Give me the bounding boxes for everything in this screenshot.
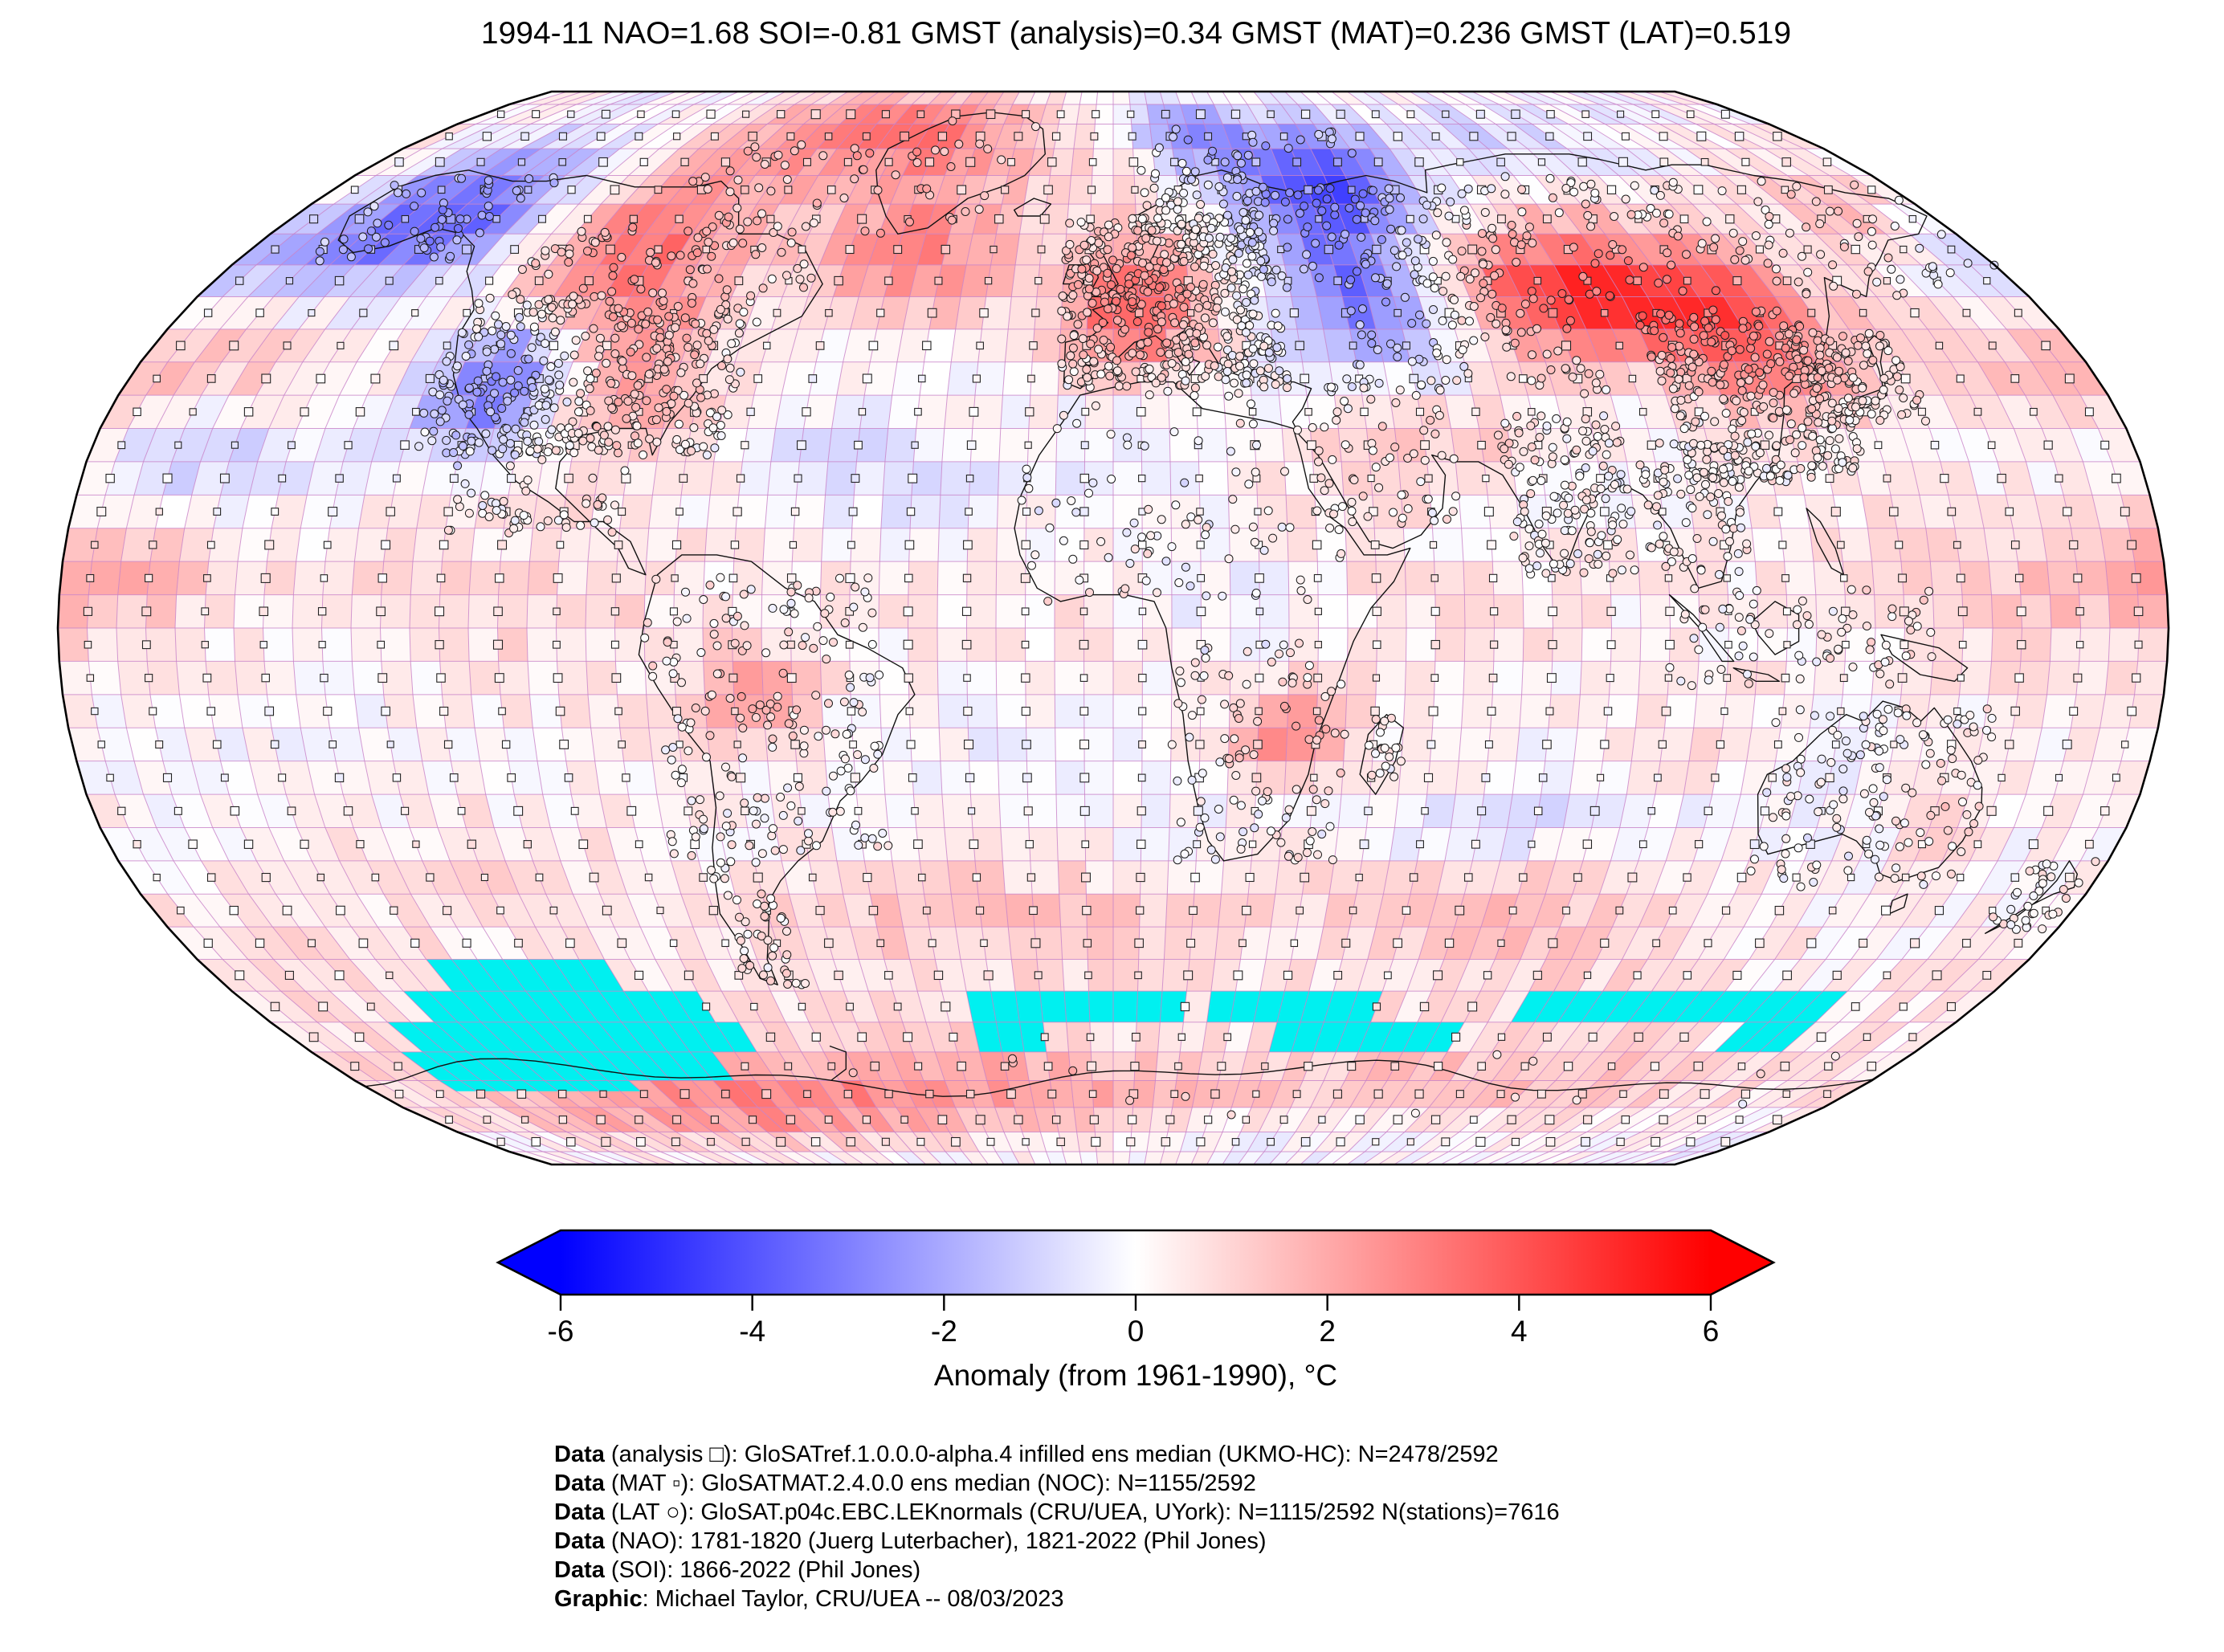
colorbar-label: Anomaly (from 1961-1990), °C bbox=[933, 1359, 1338, 1392]
footer-line-graphic: Graphic: Michael Taylor, CRU/UEA -- 08/0… bbox=[554, 1585, 1560, 1613]
footer-line-key: Data bbox=[554, 1470, 605, 1496]
footer-line-key: Graphic bbox=[554, 1586, 643, 1612]
data-attribution-block: Data (analysis □): GloSATref.1.0.0.0-alp… bbox=[554, 1440, 1560, 1613]
lat-station-markers-layer bbox=[315, 116, 2100, 1120]
colorbar-tick-label: -4 bbox=[739, 1315, 765, 1348]
colorbar-tick-label: 2 bbox=[1319, 1315, 1336, 1348]
colorbar-tick-label: 6 bbox=[1703, 1315, 1720, 1348]
footer-line-text: (SOI): 1866-2022 (Phil Jones) bbox=[604, 1557, 921, 1583]
footer-line-nao: Data (NAO): 1781-1820 (Juerg Luterbacher… bbox=[554, 1527, 1560, 1556]
footer-line-text: (LAT ○): GloSAT.p04c.EBC.LEKnormals (CRU… bbox=[604, 1499, 1560, 1525]
colorbar-tick-label: -2 bbox=[931, 1315, 957, 1348]
colorbar-tick-label: 0 bbox=[1128, 1315, 1145, 1348]
footer-line-soi: Data (SOI): 1866-2022 (Phil Jones) bbox=[554, 1556, 1560, 1585]
footer-line-text: (analysis □): GloSATref.1.0.0.0-alpha.4 … bbox=[604, 1442, 1499, 1467]
footer-line-text: (MAT ▫): GloSATMAT.2.4.0.0 ens median (N… bbox=[604, 1470, 1256, 1496]
footer-line-lat: Data (LAT ○): GloSAT.p04c.EBC.LEKnormals… bbox=[554, 1498, 1560, 1527]
colorbar-tick-label: 4 bbox=[1511, 1315, 1528, 1348]
footer-line-mat: Data (MAT ▫): GloSATMAT.2.4.0.0 ens medi… bbox=[554, 1469, 1560, 1498]
page-title: 1994-11 NAO=1.68 SOI=-0.81 GMST (analysi… bbox=[480, 16, 1792, 51]
footer-line-text: (NAO): 1781-1820 (Juerg Luterbacher), 18… bbox=[604, 1528, 1267, 1554]
colorbar-ticks: -6 -4 -2 0 2 4 6 bbox=[548, 1295, 1720, 1348]
footer-line-key: Data bbox=[554, 1528, 605, 1554]
colorbar-tick-label: -6 bbox=[548, 1315, 574, 1348]
footer-line-key: Data bbox=[554, 1499, 605, 1525]
footer-line-key: Data bbox=[554, 1557, 605, 1583]
footer-line-key: Data bbox=[554, 1442, 605, 1467]
map-boundary bbox=[56, 90, 2170, 1166]
footer-line-analysis: Data (analysis □): GloSATref.1.0.0.0-alp… bbox=[554, 1440, 1560, 1469]
footer-line-text: : Michael Taylor, CRU/UEA -- 08/03/2023 bbox=[642, 1586, 1064, 1612]
missing-data-layer bbox=[387, 959, 1848, 1091]
colorbar bbox=[496, 1229, 1776, 1296]
